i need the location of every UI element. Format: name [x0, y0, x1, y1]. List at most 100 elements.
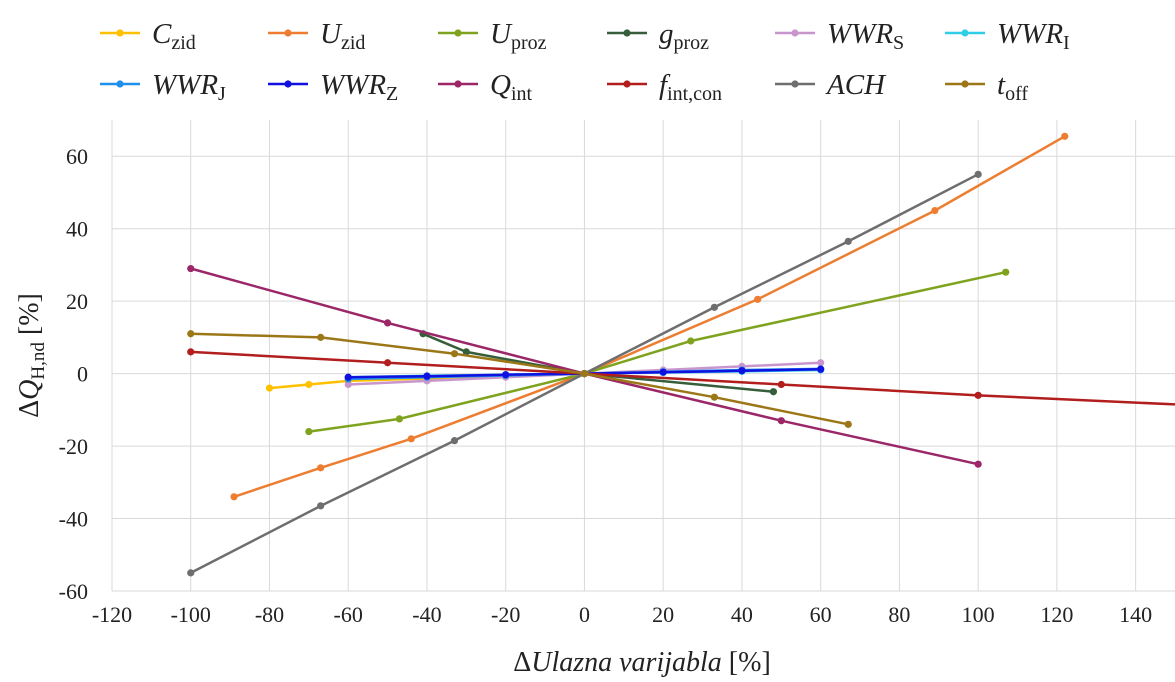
data-point	[187, 348, 195, 356]
y-tick-label: -40	[59, 507, 88, 532]
data-point	[817, 365, 825, 373]
legend-label: Uproz	[490, 18, 547, 54]
legend-item: WWRI	[945, 18, 1070, 54]
legend-label: ACH	[825, 69, 887, 101]
series-line	[190, 332, 849, 426]
series-Uproz	[305, 268, 1010, 436]
legend-swatch-dot	[623, 29, 631, 37]
legend-label: WWRJ	[152, 69, 226, 105]
data-point	[1061, 132, 1069, 140]
data-point	[844, 237, 852, 245]
x-tick-label: -60	[334, 602, 363, 627]
legend-swatch-dot	[116, 80, 124, 88]
tick-labels: -120 -100 -80 -60 -40 -20 0 20 40 60 80 100 120 140 -6…	[59, 144, 1152, 627]
x-tick-label: -100	[171, 602, 211, 627]
legend-item: Uzid	[268, 18, 365, 54]
y-tick-label: 20	[66, 289, 88, 314]
data-point	[265, 384, 274, 392]
legend-swatch-dot	[116, 29, 124, 37]
series-gproz	[419, 330, 778, 396]
x-tick-label: 140	[1119, 602, 1152, 627]
legend-label: WWRI	[997, 18, 1070, 54]
x-tick-label: -80	[255, 602, 284, 627]
data-point	[317, 333, 325, 341]
legend-item: toff	[945, 69, 1028, 105]
data-point	[450, 437, 459, 445]
x-tick-label: -120	[92, 602, 132, 627]
data-point	[317, 502, 325, 510]
legend-label: gproz	[659, 18, 709, 54]
data-point	[754, 295, 762, 303]
data-point	[450, 350, 459, 358]
data-point	[230, 493, 238, 501]
legend-label: Czid	[152, 18, 196, 54]
data-point	[777, 380, 785, 389]
legend-swatch-dot	[791, 29, 799, 37]
legend-swatch-dot	[284, 29, 292, 37]
series-toff	[187, 330, 852, 428]
data-point	[423, 372, 431, 380]
legend-swatch-dot	[791, 80, 799, 88]
data-point	[187, 569, 195, 577]
legend-item: ACH	[775, 69, 887, 101]
legend-item: WWRZ	[268, 69, 398, 105]
x-axis-title: ΔUlazna varijabla [%]	[513, 647, 771, 678]
y-tick-label: 40	[66, 217, 88, 242]
series-layer	[187, 132, 1175, 577]
data-point	[659, 368, 667, 376]
legend: Czid Uzid Uproz gproz WWRS WWRI WWRJ WWRZ Qint fi…	[100, 18, 1070, 105]
legend-item: Czid	[100, 18, 196, 54]
data-point	[931, 206, 939, 215]
data-point	[580, 370, 589, 378]
legend-swatch-dot	[961, 29, 969, 37]
legend-label: Uzid	[320, 18, 365, 54]
data-point	[187, 330, 195, 338]
data-point	[817, 359, 825, 367]
y-tick-label: 0	[77, 362, 88, 387]
series-line	[190, 350, 1175, 406]
legend-label: WWRZ	[320, 69, 398, 105]
data-point	[305, 380, 313, 389]
x-tick-label: 60	[810, 602, 832, 627]
x-tick-label: -40	[412, 602, 441, 627]
data-point	[738, 367, 746, 375]
legend-label: toff	[997, 69, 1028, 105]
data-point	[502, 371, 510, 379]
x-tick-label: -20	[491, 602, 520, 627]
series-Uzid	[230, 132, 1069, 501]
legend-swatch-dot	[284, 80, 292, 88]
data-point	[462, 348, 470, 356]
legend-item: WWRS	[775, 18, 904, 54]
data-point	[344, 373, 352, 381]
series-line	[233, 135, 1066, 498]
data-point	[187, 264, 195, 273]
legend-swatch-dot	[623, 80, 631, 88]
data-point	[974, 460, 982, 468]
x-tick-label: 20	[652, 602, 674, 627]
x-tick-label: 0	[579, 602, 590, 627]
x-tick-label: 120	[1040, 602, 1073, 627]
data-point	[383, 359, 392, 367]
legend-label: WWRS	[827, 18, 904, 54]
data-point	[710, 303, 718, 311]
series-line	[308, 270, 1006, 433]
data-point	[844, 420, 852, 428]
y-tick-label: 60	[66, 144, 88, 169]
legend-swatch-dot	[961, 80, 969, 88]
data-point	[777, 417, 785, 425]
data-point	[344, 380, 352, 389]
legend-item: Qint	[438, 69, 533, 105]
data-point	[395, 415, 404, 423]
legend-item: Uproz	[438, 18, 547, 54]
x-tick-label: 80	[888, 602, 910, 627]
data-point	[407, 435, 415, 443]
data-point	[710, 393, 718, 401]
y-tick-label: -20	[59, 434, 88, 459]
data-point	[974, 391, 982, 399]
x-tick-label: 100	[962, 602, 995, 627]
series-line	[422, 332, 774, 393]
data-point	[1002, 268, 1010, 276]
data-point	[687, 337, 695, 345]
data-point	[383, 319, 392, 327]
